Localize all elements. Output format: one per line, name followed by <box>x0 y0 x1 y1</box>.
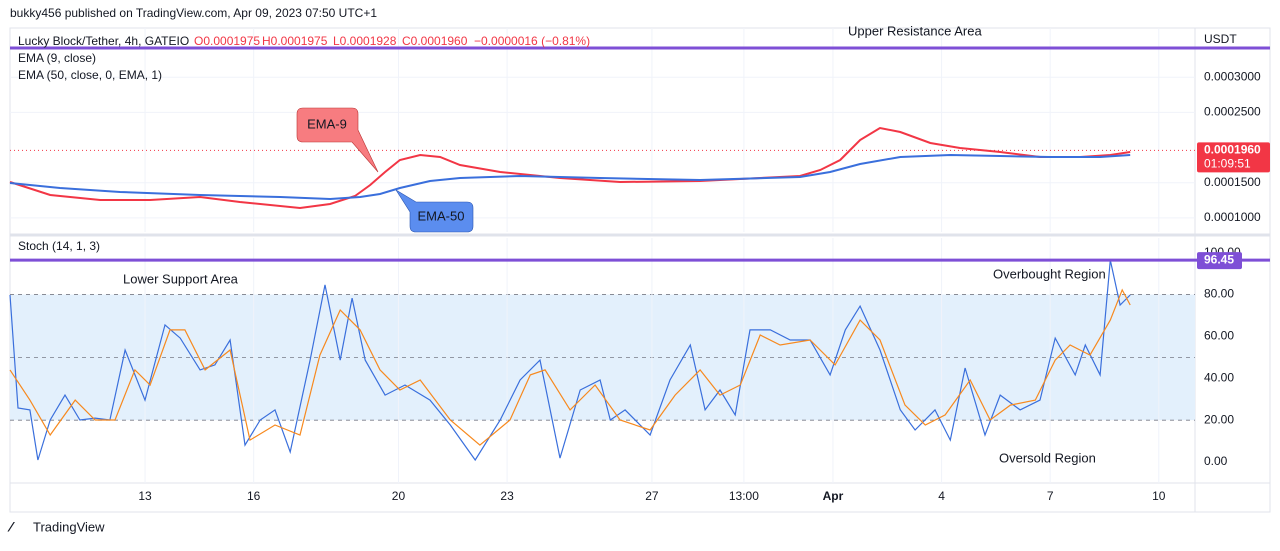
open: O0.0001975 <box>194 34 260 48</box>
x-tick-label: 7 <box>1047 489 1054 503</box>
y-tick-label: 0.0001000 <box>1204 210 1261 224</box>
series-line <box>9 153 1131 201</box>
x-tick-label: Apr <box>823 489 844 503</box>
level-box <box>1197 252 1242 270</box>
logo-mark: ⁄ <box>7 519 15 535</box>
level-label: 96.45 <box>1204 252 1234 266</box>
x-tick-label: 10 <box>1152 489 1166 503</box>
y-tick-label: 20.00 <box>1204 412 1234 426</box>
x-tick-label: 23 <box>500 489 514 503</box>
callout: EMA-50 <box>395 189 474 233</box>
y-tick-label: 40.00 <box>1204 370 1234 384</box>
annotation: Oversold Region <box>999 450 1096 465</box>
x-tick-label: 13 <box>138 489 152 503</box>
legend: Lucky Block/Tether, 4h, GATEIO O0.000197… <box>18 34 590 253</box>
annotation: Overbought Region <box>993 266 1106 281</box>
y-tick-label: 0.0001500 <box>1204 175 1261 189</box>
low: L0.0001928 <box>333 34 397 48</box>
change: −0.0000016 (−0.81%) <box>474 34 590 48</box>
callout-shape <box>395 189 474 233</box>
y-tick-label: 0.0002500 <box>1204 105 1261 119</box>
currency: USDT <box>1204 32 1237 46</box>
x-tick-label: 20 <box>392 489 406 503</box>
last-price-label: 0.0001960 <box>1204 143 1261 157</box>
countdown: 01:09:51 <box>1204 157 1251 171</box>
frame <box>9 27 1271 513</box>
publisher: bukky456 published on TradingView.com, A… <box>10 6 377 20</box>
x-tick-label: 13:00 <box>729 489 759 503</box>
callout-shape <box>296 107 379 173</box>
indicator: Stoch (14, 1, 3) <box>18 239 100 253</box>
x-tick-label: 27 <box>645 489 659 503</box>
indicator: EMA (9, close) <box>18 51 96 65</box>
callout-text: EMA-9 <box>307 116 347 131</box>
indicator: EMA (50, close, 0, EMA, 1) <box>18 68 162 82</box>
y-tick-label: 0.00 <box>1204 454 1228 468</box>
y-tick-label: 0.0003000 <box>1204 69 1261 83</box>
x-tick-label: 16 <box>247 489 261 503</box>
callout-text: EMA-50 <box>418 208 465 223</box>
y-tick-label: 80.00 <box>1204 287 1234 301</box>
y-tick-label: 60.00 <box>1204 329 1234 343</box>
x-tick-label: 4 <box>938 489 945 503</box>
series-line <box>9 288 1131 446</box>
symbol: Lucky Block/Tether, 4h, GATEIO <box>18 34 189 48</box>
last-price-box <box>1197 142 1270 173</box>
plot: 0.0001000 0.0001500 0.0002500 0.0003000 0.00… <box>9 28 1270 503</box>
brand: TradingView <box>33 519 105 534</box>
series-line <box>9 259 1131 462</box>
callout: EMA-9 <box>296 107 379 173</box>
annotation: Upper Resistance Area <box>848 23 982 38</box>
footer-logo: ⁄ TradingView <box>7 519 105 535</box>
series-line <box>9 126 1131 210</box>
high: H0.0001975 <box>262 34 328 48</box>
annotation: Lower Support Area <box>123 271 239 286</box>
close: C0.0001960 <box>402 34 468 48</box>
